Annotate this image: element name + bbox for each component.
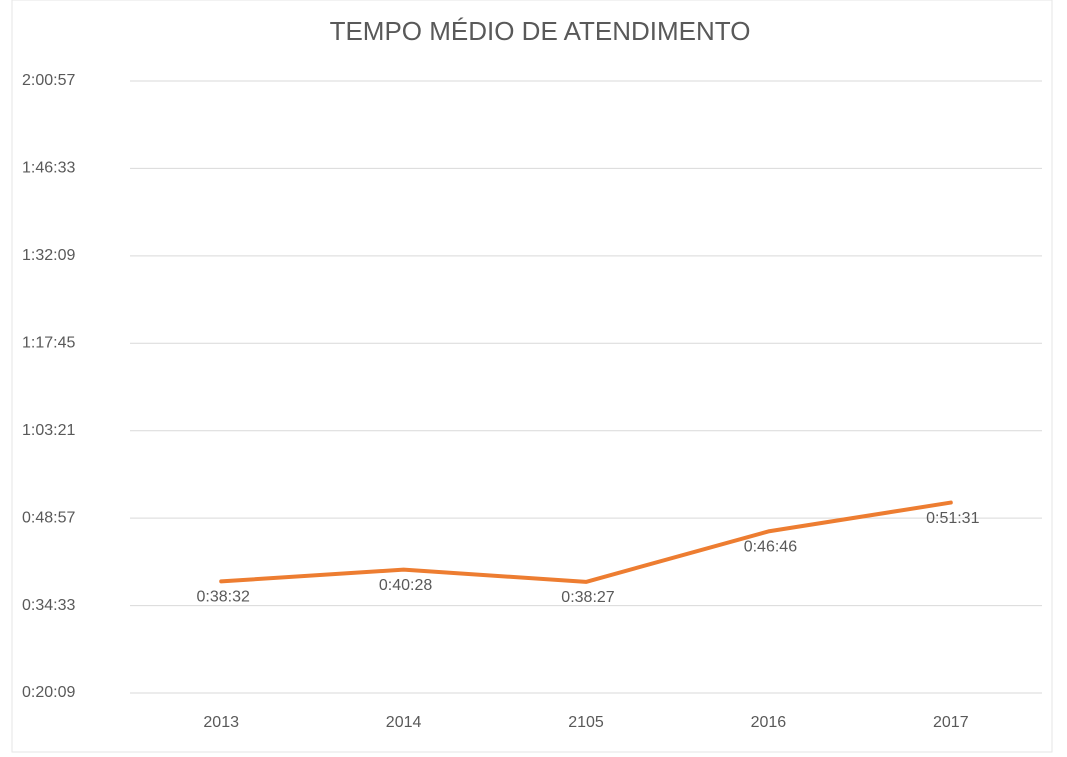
data-label: 0:51:31: [926, 510, 979, 527]
y-tick-label: 1:46:33: [22, 160, 75, 177]
x-tick-label: 2013: [203, 714, 239, 731]
y-tick-label: 2:00:57: [22, 72, 75, 89]
y-tick-label: 0:20:09: [22, 684, 75, 701]
chart-frame: [11, 0, 1053, 753]
data-line: [219, 500, 953, 584]
x-tick-label: 2105: [568, 714, 604, 731]
y-tick-label: 1:03:21: [22, 422, 75, 439]
x-tick-label: 2016: [751, 714, 787, 731]
y-tick-label: 0:34:33: [22, 597, 75, 614]
chart-title: TEMPO MÉDIO DE ATENDIMENTO: [330, 16, 751, 46]
y-tick-label: 1:32:09: [22, 247, 75, 264]
x-tick-label: 2017: [933, 714, 969, 731]
data-label: 0:40:28: [379, 577, 432, 594]
data-label: 0:38:27: [561, 589, 614, 606]
data-label: 0:46:46: [744, 539, 797, 556]
y-tick-label: 0:48:57: [22, 509, 75, 526]
y-tick-label: 1:17:45: [22, 335, 75, 352]
data-label: 0:38:32: [197, 589, 250, 606]
x-tick-label: 2014: [386, 714, 422, 731]
